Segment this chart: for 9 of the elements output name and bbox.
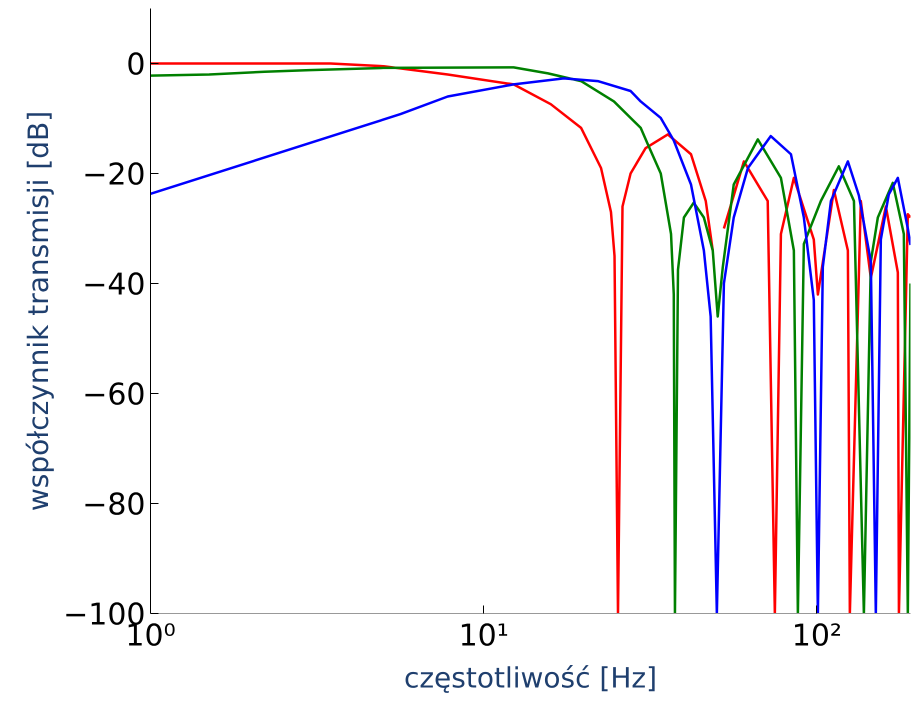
y-axis-title: współczynnik transmisji [dB] xyxy=(22,110,56,512)
y-tick-label: 0 xyxy=(126,48,146,82)
x-tick-label: 10¹ xyxy=(458,618,509,654)
y-tick-label: −60 xyxy=(82,378,146,412)
y-tick-label: −20 xyxy=(82,158,146,192)
x-tick-label: 10² xyxy=(792,618,842,654)
y-tick-label: −80 xyxy=(82,488,146,522)
y-tick-label: −40 xyxy=(82,268,146,302)
x-axis-title: częstotliwość [Hz] xyxy=(404,662,658,694)
